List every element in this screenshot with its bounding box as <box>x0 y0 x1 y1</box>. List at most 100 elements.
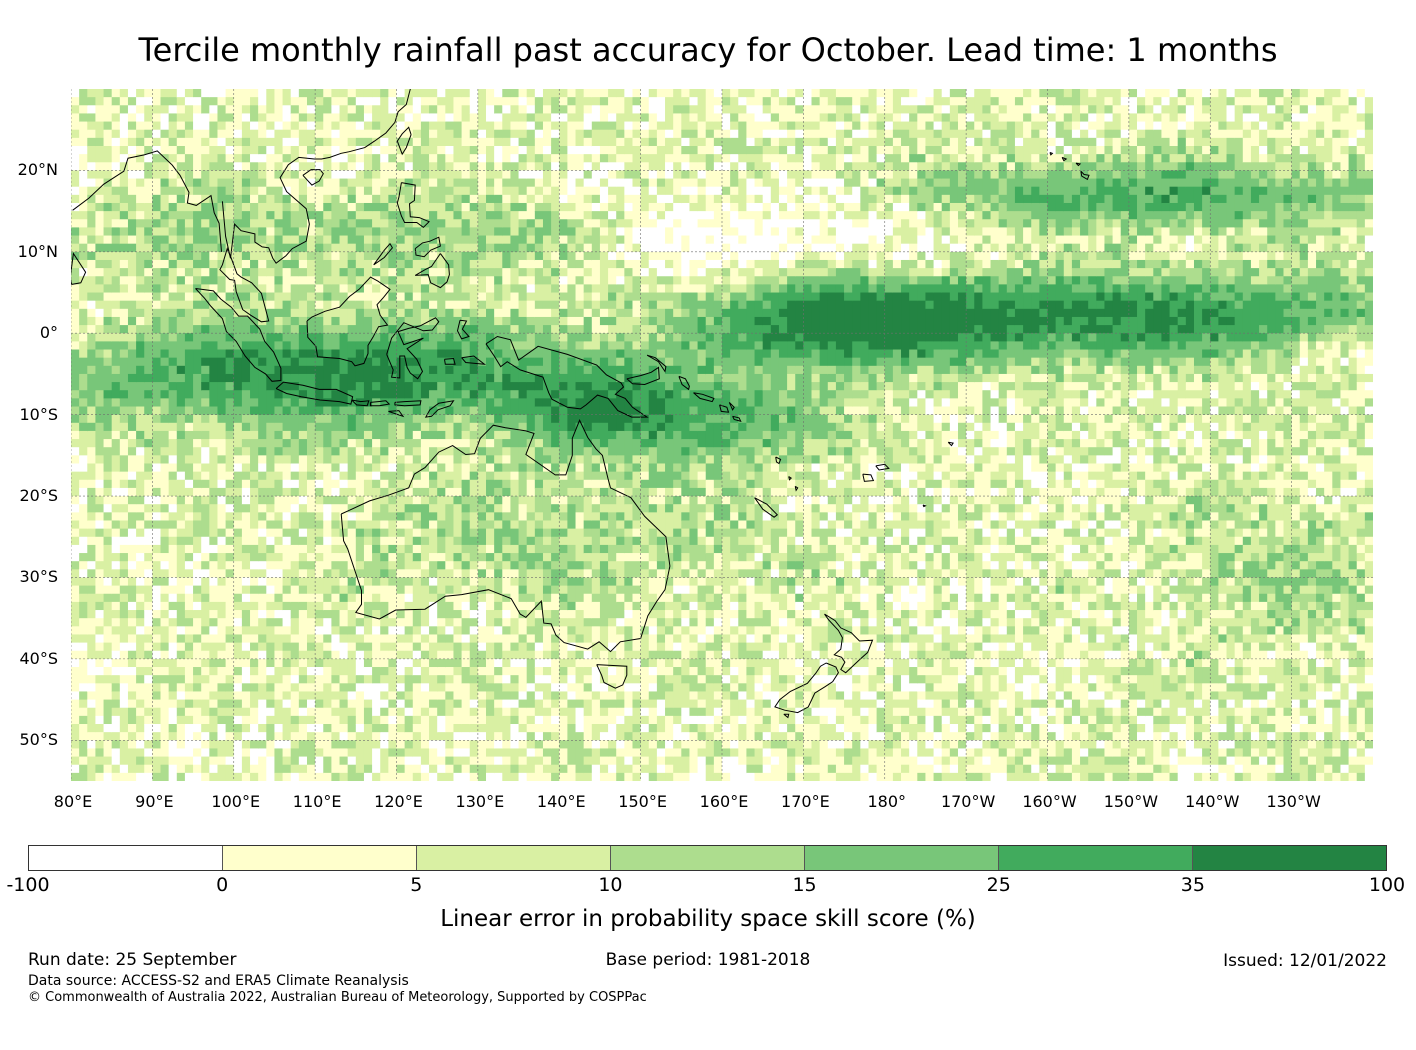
skill-cell <box>250 194 259 204</box>
skill-cell <box>136 593 145 603</box>
skill-cell <box>526 186 536 196</box>
skill-cell <box>746 634 756 644</box>
skill-cell <box>127 129 137 139</box>
skill-cell <box>184 202 194 212</box>
skill-cell <box>461 772 471 781</box>
skill-cell <box>176 577 186 595</box>
skill-cell <box>632 455 642 465</box>
skill-cell <box>412 430 422 440</box>
skill-cell <box>339 610 349 627</box>
skill-cell <box>87 89 97 98</box>
skill-cell <box>241 259 251 269</box>
skill-cell <box>331 463 341 473</box>
skill-cell <box>87 740 97 750</box>
skill-cell <box>453 487 463 497</box>
skill-cell <box>722 235 731 245</box>
skill-cell <box>79 740 88 758</box>
skill-cell <box>404 268 414 285</box>
skill-cell <box>282 170 292 180</box>
skill-cell <box>144 398 153 416</box>
skill-cell <box>542 308 552 318</box>
skill-cell <box>738 626 748 636</box>
skill-cell <box>648 544 658 562</box>
skill-cell <box>461 748 471 758</box>
skill-cell <box>355 211 365 220</box>
skill-cell <box>477 251 487 261</box>
skill-cell <box>648 610 658 619</box>
skill-cell <box>420 536 430 546</box>
skill-cell <box>225 536 235 546</box>
skill-cell <box>412 259 422 294</box>
skill-cell <box>380 398 389 408</box>
skill-cell <box>420 691 430 709</box>
skill-cell <box>404 479 414 489</box>
skill-cell <box>608 268 617 285</box>
skill-cell <box>339 105 349 123</box>
skill-cell <box>176 97 186 106</box>
skill-cell <box>681 162 691 172</box>
skill-cell <box>274 577 284 595</box>
skill-cell <box>209 357 219 383</box>
skill-cell <box>461 577 471 587</box>
skill-cell <box>673 585 682 595</box>
skill-cell <box>681 455 691 473</box>
skill-cell <box>290 349 300 359</box>
skill-cell <box>380 186 389 204</box>
skill-cell <box>640 284 650 294</box>
skill-cell <box>363 430 373 440</box>
skill-cell <box>168 463 178 473</box>
skill-cell <box>494 699 503 709</box>
skill-cell <box>453 341 463 351</box>
skill-cell <box>477 268 487 277</box>
skill-cell <box>347 496 357 505</box>
skill-cell <box>599 626 609 652</box>
skill-cell <box>713 137 723 147</box>
skill-cell <box>469 569 479 587</box>
skill-cell <box>526 642 536 652</box>
skill-cell <box>730 121 739 131</box>
skill-cell <box>461 732 471 741</box>
skill-cell <box>331 496 341 505</box>
skill-cell <box>217 154 227 172</box>
skill-cell <box>608 365 617 383</box>
skill-cell <box>429 268 438 277</box>
skill-cell <box>518 422 528 432</box>
skill-cell <box>681 618 691 627</box>
skill-cell <box>71 496 80 505</box>
skill-cell <box>71 601 80 627</box>
skill-cell <box>396 479 406 489</box>
skill-cell <box>518 259 528 269</box>
skill-cell <box>526 496 536 513</box>
skill-cell <box>437 219 446 228</box>
skill-cell <box>746 528 756 546</box>
skill-cell <box>111 626 121 636</box>
skill-cell <box>567 357 577 408</box>
skill-cell <box>217 211 227 220</box>
skill-cell <box>363 137 373 147</box>
skill-cell <box>420 642 430 652</box>
skill-cell <box>160 276 170 294</box>
skill-cell <box>567 487 577 497</box>
skill-cell <box>241 292 251 302</box>
skill-cell <box>730 512 739 522</box>
skill-cell <box>233 642 243 660</box>
skill-cell <box>599 724 609 733</box>
skill-cell <box>87 699 97 709</box>
skill-cell <box>111 561 121 570</box>
skill-cell <box>87 227 97 237</box>
skill-cell <box>160 105 170 115</box>
skill-cell <box>510 235 520 253</box>
skill-cell <box>502 496 512 513</box>
skill-cell <box>469 496 479 513</box>
skill-cell <box>429 471 438 481</box>
skill-cell <box>738 740 748 766</box>
skill-cell <box>339 707 349 725</box>
skill-cell <box>591 642 601 660</box>
skill-cell <box>168 316 178 334</box>
skill-cell <box>103 471 113 481</box>
skill-cell <box>233 496 243 513</box>
skill-cell <box>510 772 520 781</box>
skill-cell <box>705 479 715 497</box>
skill-cell <box>542 601 552 611</box>
skill-cell <box>697 715 707 725</box>
